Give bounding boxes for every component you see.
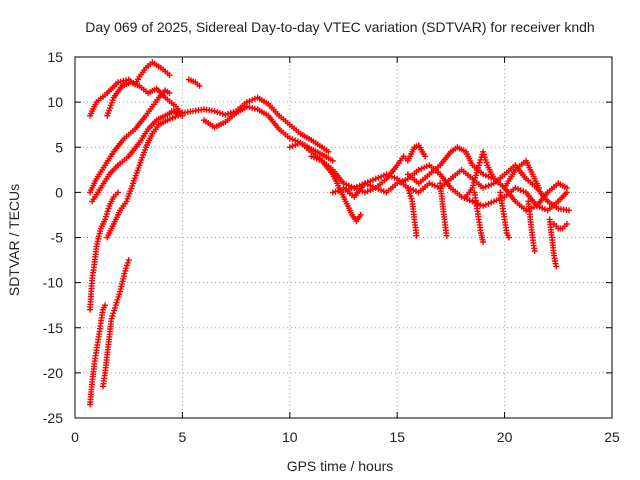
y-tick-label: -5 <box>51 230 64 246</box>
data-marks <box>87 59 572 408</box>
series-trace-w <box>546 216 560 270</box>
data-point <box>325 148 332 155</box>
data-point <box>102 302 109 309</box>
series-trace-h <box>99 257 132 390</box>
data-point <box>404 184 411 191</box>
x-tick-label: 5 <box>179 429 187 445</box>
series-trace-i <box>185 76 203 89</box>
data-point <box>166 72 173 79</box>
y-tick-label: 15 <box>47 49 63 65</box>
data-point <box>175 112 182 119</box>
series-trace-g <box>87 302 109 408</box>
data-point <box>553 263 560 270</box>
data-point <box>357 211 364 218</box>
axis-ticks: 0 5 10 15 20 25 -25 -20 -15 -10 -5 0 5 10 15 <box>43 49 620 445</box>
series-trace-c <box>87 87 173 196</box>
series-trace-b <box>104 79 186 119</box>
y-tick-label: -20 <box>43 365 63 381</box>
data-point <box>105 205 112 212</box>
series-trace-s <box>437 180 450 239</box>
x-tick-label: 0 <box>71 429 79 445</box>
series-trace-u <box>497 189 512 241</box>
series-trace-v <box>525 198 538 254</box>
data-point <box>531 248 538 254</box>
series-trace-x <box>551 221 570 232</box>
series-trace-a <box>87 59 173 119</box>
data-point <box>563 221 570 227</box>
series-trace-d <box>89 108 186 205</box>
series-trace-r <box>404 184 420 239</box>
data-point <box>505 234 512 241</box>
series-trace-q <box>340 162 570 214</box>
chart-title: Day 069 of 2025, Sidereal Day-to-day VTE… <box>85 19 594 35</box>
y-axis-label: SDTVAR / TECUs <box>6 184 22 296</box>
x-tick-label: 25 <box>604 429 620 445</box>
data-point <box>536 184 542 191</box>
y-tick-label: -10 <box>43 275 63 291</box>
data-point <box>422 153 429 160</box>
y-tick-label: 10 <box>47 94 63 110</box>
data-point <box>125 257 132 264</box>
x-axis-label: GPS time / hours <box>287 458 394 474</box>
data-point <box>480 239 487 245</box>
data-point <box>116 291 123 298</box>
data-point <box>563 189 570 196</box>
data-point <box>413 232 420 239</box>
series-trace-t <box>471 189 487 245</box>
series-trace-l <box>286 139 364 225</box>
data-point <box>476 159 483 166</box>
data-point <box>196 82 203 89</box>
series-trace-e <box>104 112 182 241</box>
data-point <box>115 189 121 196</box>
data-point <box>329 157 336 164</box>
data-point <box>443 232 450 239</box>
x-tick-label: 20 <box>497 429 513 445</box>
y-tick-label: -25 <box>43 410 63 426</box>
x-tick-label: 10 <box>282 429 298 445</box>
x-tick-label: 15 <box>389 429 405 445</box>
y-tick-label: -15 <box>43 320 63 336</box>
data-point <box>482 156 489 163</box>
series-trace-f <box>87 189 121 313</box>
data-point <box>166 90 173 97</box>
y-tick-label: 0 <box>55 184 63 200</box>
data-point <box>566 207 572 214</box>
data-point <box>172 113 179 120</box>
y-tick-label: 5 <box>55 139 63 155</box>
